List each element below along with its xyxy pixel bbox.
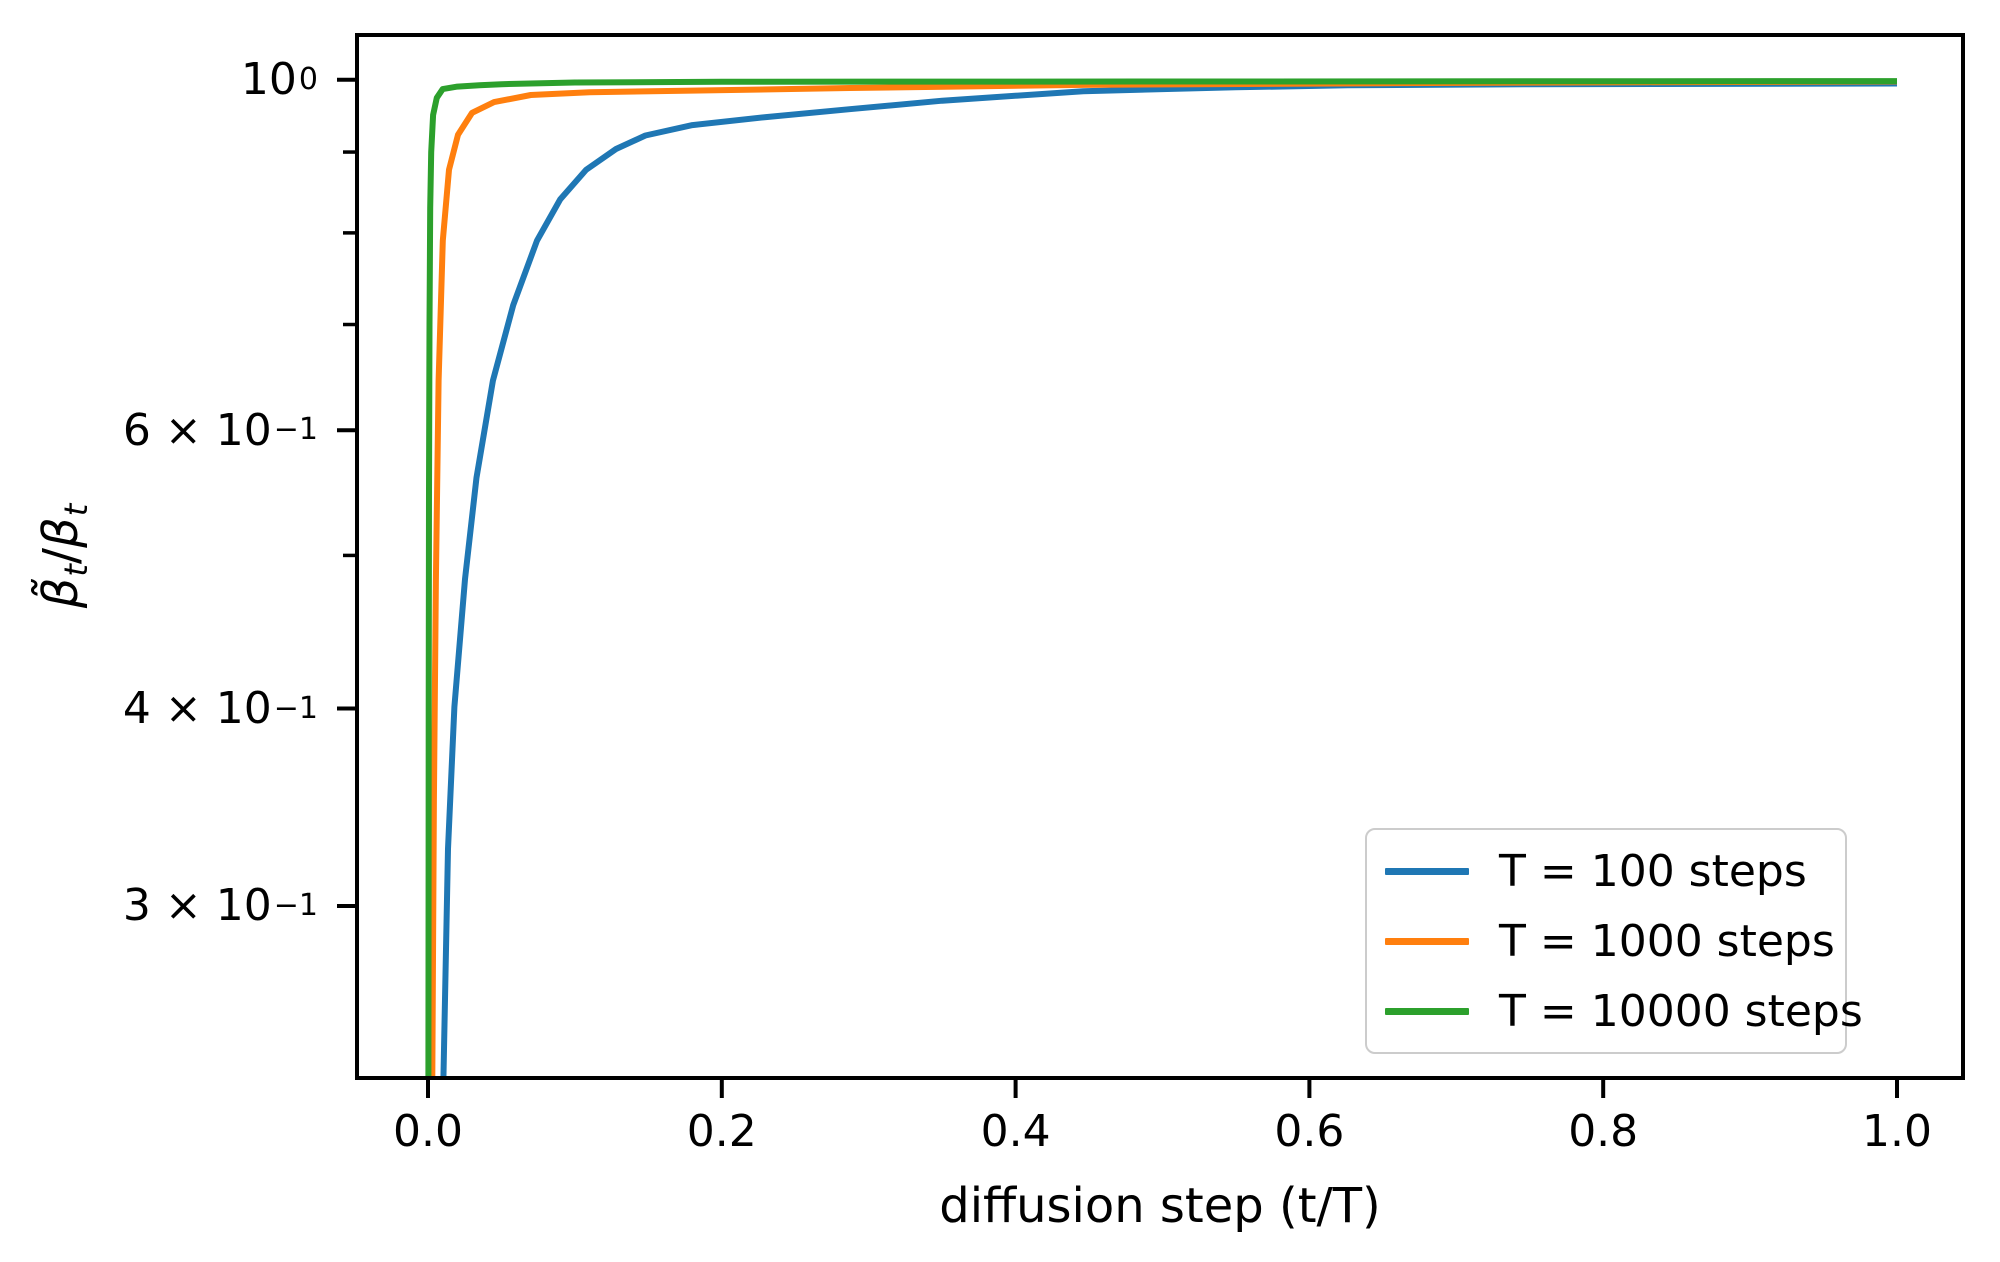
legend: T = 100 steps T = 1000 steps T = 10000 ste… [1365,828,1863,1054]
legend-line-swatch [1385,867,1469,875]
y-tick-label: 6 × 10 −1 [122,404,318,456]
y-axis-label: β̃t/βt [33,503,95,609]
legend-line-swatch [1385,1007,1469,1015]
legend-label: T = 10000 steps [1499,985,1863,1037]
x-tick-label: 1.0 [1861,1106,1932,1157]
legend-line-swatch [1385,937,1469,945]
y-tick-label: 10 0 [240,54,318,106]
legend-entry: T = 1000 steps [1385,916,1845,967]
x-tick-label: 0.0 [393,1106,463,1157]
series-line [429,78,1898,1080]
legend-entry: T = 100 steps [1385,846,1845,897]
legend-label: T = 100 steps [1499,845,1807,897]
axes-frame [355,33,1965,1080]
y-tick-label: 4 × 10 −1 [122,683,318,735]
y-tick-label: 3 × 10 −1 [122,880,318,932]
legend-entry: T = 10000 steps [1385,986,1863,1037]
x-tick-label: 0.2 [686,1106,757,1157]
legend-label: T = 1000 steps [1499,915,1835,967]
series-line [425,78,1898,1080]
x-axis-label: diffusion step (t/T) [939,1178,1381,1234]
x-tick-label: 0.8 [1568,1106,1639,1157]
x-tick-label: 0.6 [1274,1106,1345,1157]
x-tick-label: 0.4 [980,1106,1051,1157]
